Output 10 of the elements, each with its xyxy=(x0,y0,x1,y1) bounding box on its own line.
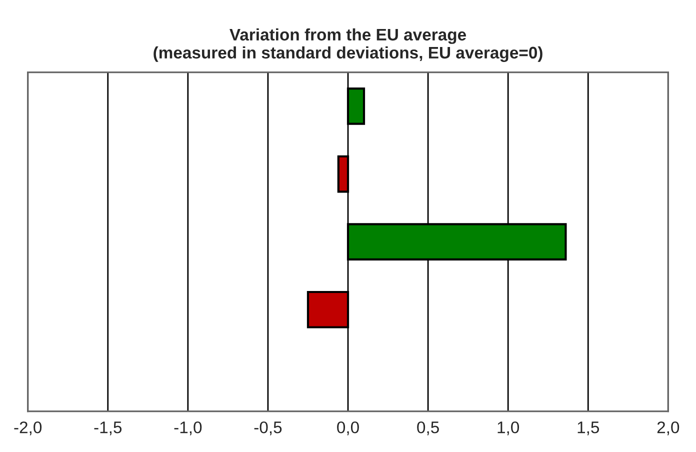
x-tick-label: 1,5 xyxy=(578,422,600,436)
chart-title: Variation from the EU average (measured in standard deviations, EU average=0) xyxy=(154,28,542,62)
x-tick-label: -2,0 xyxy=(14,421,42,436)
x-tick-label: 1,0 xyxy=(498,421,520,436)
x-tick-label: -0,5 xyxy=(254,421,282,436)
x-tick-label: 0,5 xyxy=(417,421,439,436)
x-tick-label: -1,5 xyxy=(94,422,122,436)
x-tick-label: 0,0 xyxy=(337,421,359,436)
x-tick-label: -1,0 xyxy=(174,421,202,436)
x-tick-label: 2,0 xyxy=(657,421,680,436)
